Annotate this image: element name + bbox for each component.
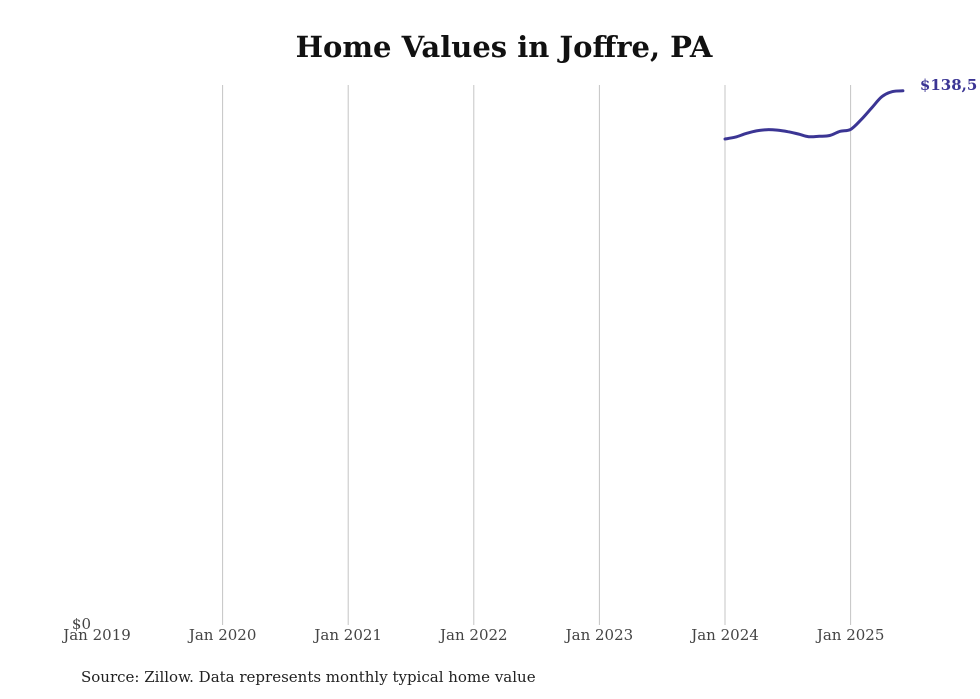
end-value-label: $138,5 xyxy=(920,76,977,94)
source-note: Source: Zillow. Data represents monthly … xyxy=(81,668,536,686)
x-tick-label: Jan 2021 xyxy=(312,626,382,644)
gridlines xyxy=(223,85,851,625)
x-axis-ticks: Jan 2019 Jan 2020 Jan 2021 Jan 2022 Jan 2023… xyxy=(61,626,884,644)
x-tick-label: Jan 2023 xyxy=(564,626,634,644)
x-tick-label: Jan 2025 xyxy=(815,626,885,644)
y-tick-label: $0 xyxy=(72,615,91,633)
y-axis-ticks: $0 xyxy=(72,615,91,633)
series-line xyxy=(725,91,903,139)
series-layer: $138,5 xyxy=(725,76,977,139)
x-tick-label: Jan 2024 xyxy=(689,626,759,644)
x-tick-label: Jan 2020 xyxy=(187,626,257,644)
x-tick-label: Jan 2022 xyxy=(438,626,508,644)
